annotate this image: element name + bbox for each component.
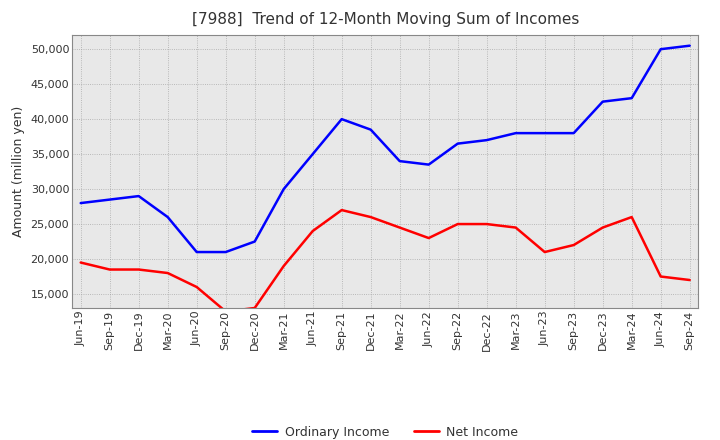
- Net Income: [105, 267, 114, 272]
- Net Income: [279, 264, 288, 269]
- Ordinary Income: [598, 99, 607, 104]
- Net Income: [657, 274, 665, 279]
- Ordinary Income: [192, 249, 201, 255]
- Ordinary Income: [251, 239, 259, 244]
- Ordinary Income: [221, 249, 230, 255]
- Y-axis label: Amount (million yen): Amount (million yen): [12, 106, 25, 237]
- Net Income: [598, 225, 607, 230]
- Ordinary Income: [279, 187, 288, 192]
- Net Income: [163, 271, 172, 276]
- Title: [7988]  Trend of 12-Month Moving Sum of Incomes: [7988] Trend of 12-Month Moving Sum of I…: [192, 12, 579, 27]
- Net Income: [570, 242, 578, 248]
- Line: Ordinary Income: Ordinary Income: [81, 46, 690, 252]
- Net Income: [308, 228, 317, 234]
- Ordinary Income: [105, 197, 114, 202]
- Net Income: [221, 309, 230, 314]
- Ordinary Income: [135, 194, 143, 199]
- Net Income: [251, 305, 259, 311]
- Net Income: [366, 214, 375, 220]
- Net Income: [395, 225, 404, 230]
- Ordinary Income: [395, 158, 404, 164]
- Ordinary Income: [308, 151, 317, 157]
- Ordinary Income: [163, 214, 172, 220]
- Net Income: [424, 235, 433, 241]
- Net Income: [135, 267, 143, 272]
- Ordinary Income: [482, 137, 491, 143]
- Ordinary Income: [627, 95, 636, 101]
- Net Income: [338, 207, 346, 213]
- Ordinary Income: [338, 117, 346, 122]
- Ordinary Income: [76, 201, 85, 206]
- Net Income: [482, 221, 491, 227]
- Ordinary Income: [541, 131, 549, 136]
- Net Income: [627, 214, 636, 220]
- Ordinary Income: [685, 43, 694, 48]
- Ordinary Income: [454, 141, 462, 146]
- Ordinary Income: [511, 131, 520, 136]
- Net Income: [511, 225, 520, 230]
- Ordinary Income: [366, 127, 375, 132]
- Ordinary Income: [570, 131, 578, 136]
- Ordinary Income: [657, 47, 665, 52]
- Ordinary Income: [424, 162, 433, 167]
- Net Income: [685, 277, 694, 282]
- Line: Net Income: Net Income: [81, 210, 690, 312]
- Legend: Ordinary Income, Net Income: Ordinary Income, Net Income: [247, 421, 523, 440]
- Net Income: [541, 249, 549, 255]
- Net Income: [76, 260, 85, 265]
- Net Income: [192, 284, 201, 290]
- Net Income: [454, 221, 462, 227]
